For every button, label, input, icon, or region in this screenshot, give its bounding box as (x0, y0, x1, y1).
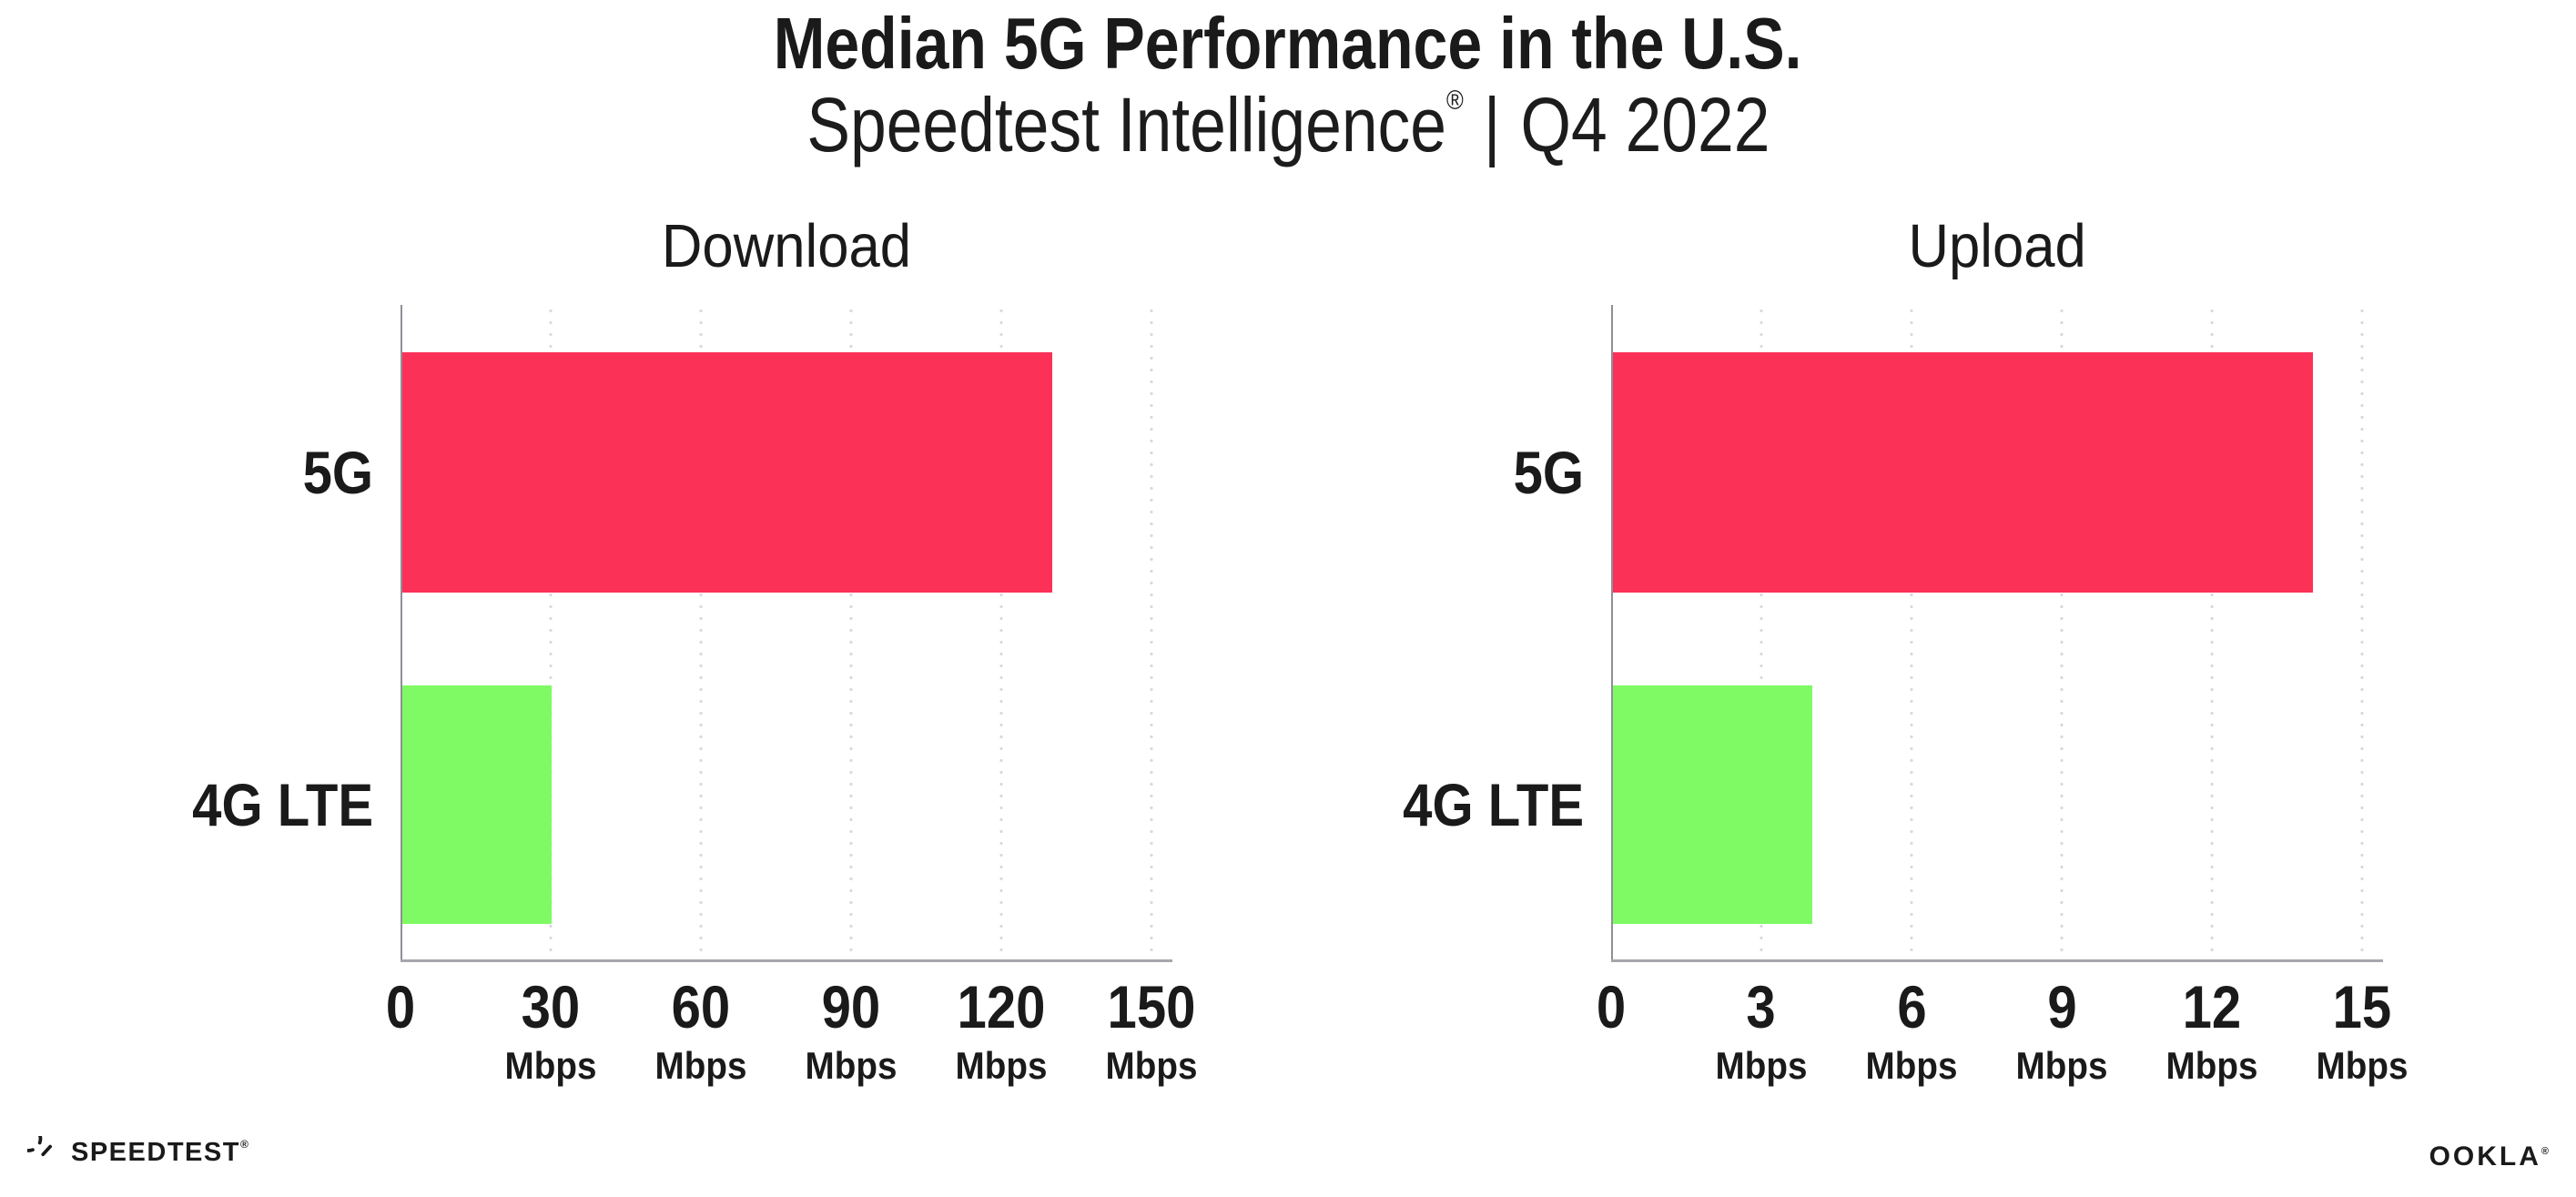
speedtest-gauge-icon (27, 1136, 52, 1157)
category-label-4g-lte: 4G LTE (191, 771, 373, 838)
tick-150: 150 Mbps (1105, 973, 1198, 1087)
ookla-logo-text: OOKLA (2429, 1141, 2541, 1172)
page-subtitle: Speedtest Intelligence® | Q4 2022 (0, 84, 2576, 167)
tick-60: 60 Mbps (654, 973, 747, 1087)
tick-12: 12 Mbps (2165, 973, 2258, 1087)
tick-0: 0 (1596, 973, 1627, 1040)
header: Median 5G Performance in the U.S. Speedt… (0, 5, 2576, 167)
upload-category-labels: 5G 4G LTE (1172, 305, 1611, 962)
subtitle-separator: | (1483, 82, 1501, 167)
bar-download-5g (401, 352, 1053, 593)
ookla-logo: OOKLA® (2429, 1141, 2549, 1172)
speedtest-logo-text: SPEEDTEST® (71, 1137, 250, 1167)
gridline (2060, 305, 2064, 962)
tick-6: 6 Mbps (1865, 973, 1958, 1087)
page-title: Median 5G Performance in the U.S. (0, 5, 2576, 82)
download-chart: Download 5G 4G LTE 0 30 (0, 212, 1198, 1099)
tick-15: 15 Mbps (2316, 973, 2409, 1087)
bar-upload-4g-lte (1612, 685, 1813, 924)
bar-download-4g-lte (401, 685, 553, 924)
download-plot-area (401, 305, 1172, 962)
gridline (1760, 305, 1764, 962)
ookla-registered-mark: ® (2541, 1146, 2549, 1157)
category-label-5g: 5G (302, 439, 373, 506)
registered-mark: ® (1445, 86, 1464, 116)
category-label-5g: 5G (1513, 439, 1584, 506)
page-title-text: Median 5G Performance in the U.S. (774, 3, 1802, 84)
upload-x-axis-line (1611, 959, 2383, 962)
upload-plot-area (1611, 305, 2383, 962)
upload-chart: Upload 5G 4G LTE 0 3 (1172, 212, 2409, 1099)
download-x-axis-ticks: 0 30 Mbps 60 Mbps 90 Mbps 120 Mbps 150 M… (386, 962, 1198, 1099)
gridline (1910, 305, 1914, 962)
gridline (699, 305, 704, 962)
tick-9: 9 Mbps (2015, 973, 2108, 1087)
gridline (1150, 305, 1154, 962)
subtitle-product: Speedtest Intelligence (806, 82, 1446, 167)
speedtest-logo: SPEEDTEST® (27, 1136, 249, 1169)
chart-title-upload: Upload (1908, 212, 2086, 280)
download-category-labels: 5G 4G LTE (0, 305, 401, 962)
download-y-axis-line (401, 305, 402, 962)
tick-30: 30 Mbps (504, 973, 597, 1087)
subtitle-period: Q4 2022 (1520, 82, 1770, 167)
gridline (2360, 305, 2365, 962)
tick-0: 0 (385, 973, 416, 1040)
page-subtitle-text: Speedtest Intelligence® | Q4 2022 (806, 84, 1770, 167)
gridline (999, 305, 1004, 962)
speedtest-registered-mark: ® (239, 1137, 250, 1151)
gridline (849, 305, 854, 962)
download-title-cell: Download (401, 212, 1172, 305)
tick-120: 120 Mbps (955, 973, 1048, 1087)
gridline (549, 305, 553, 962)
upload-title-cell: Upload (1611, 212, 2383, 305)
charts-row: Download 5G 4G LTE 0 30 (0, 212, 2409, 1099)
category-label-4g-lte: 4G LTE (1402, 771, 1584, 838)
bar-upload-5g (1612, 352, 2314, 593)
upload-x-axis-ticks: 0 3 Mbps 6 Mbps 9 Mbps 12 Mbps 15 Mbps (1597, 962, 2409, 1099)
chart-title-download: Download (661, 212, 912, 280)
tick-90: 90 Mbps (805, 973, 898, 1087)
gridline (2210, 305, 2215, 962)
upload-y-axis-line (1611, 305, 1613, 962)
tick-3: 3 Mbps (1715, 973, 1808, 1087)
download-x-axis-line (401, 959, 1172, 962)
